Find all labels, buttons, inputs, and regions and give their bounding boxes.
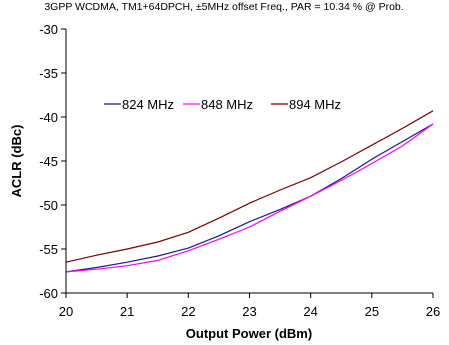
y-tick-label: -50 [39, 198, 58, 213]
x-tick-label: 21 [120, 304, 134, 319]
series-layer [65, 110, 434, 273]
x-tick-label: 22 [181, 304, 195, 319]
legend: 824 MHz 848 MHz 894 MHz [104, 97, 341, 112]
x-tick-label: 24 [303, 304, 317, 319]
series-line-894-mhz [65, 110, 434, 263]
y-tick-label: -35 [39, 66, 58, 81]
legend-label: 848 MHz [201, 97, 253, 112]
x-tick-label: 25 [365, 304, 379, 319]
x-tick-label: 20 [59, 304, 73, 319]
x-ticks: 20 21 22 23 24 25 26 [59, 293, 440, 319]
series-line-848-mhz [65, 123, 434, 273]
legend-label: 824 MHz [122, 97, 174, 112]
y-tick-label: -60 [39, 286, 58, 301]
legend-label: 894 MHz [289, 97, 341, 112]
x-axis-label: Output Power (dBm) [186, 326, 312, 341]
y-tick-label: -55 [39, 242, 58, 257]
series-line-824-mhz [65, 123, 434, 273]
y-tick-label: -40 [39, 110, 58, 125]
y-tick-label: -30 [39, 22, 58, 37]
x-tick-label: 26 [426, 304, 440, 319]
x-tick-label: 23 [242, 304, 256, 319]
plot-area [66, 29, 433, 293]
y-axis-label: ACLR (dBc) [9, 125, 24, 198]
y-tick-label: -45 [39, 154, 58, 169]
chart-title: 3GPP WCDMA, TM1+64DPCH, ±5MHz offset Fre… [44, 1, 403, 13]
y-ticks: -60 -55 -50 -45 -40 -35 -30 [39, 22, 66, 301]
